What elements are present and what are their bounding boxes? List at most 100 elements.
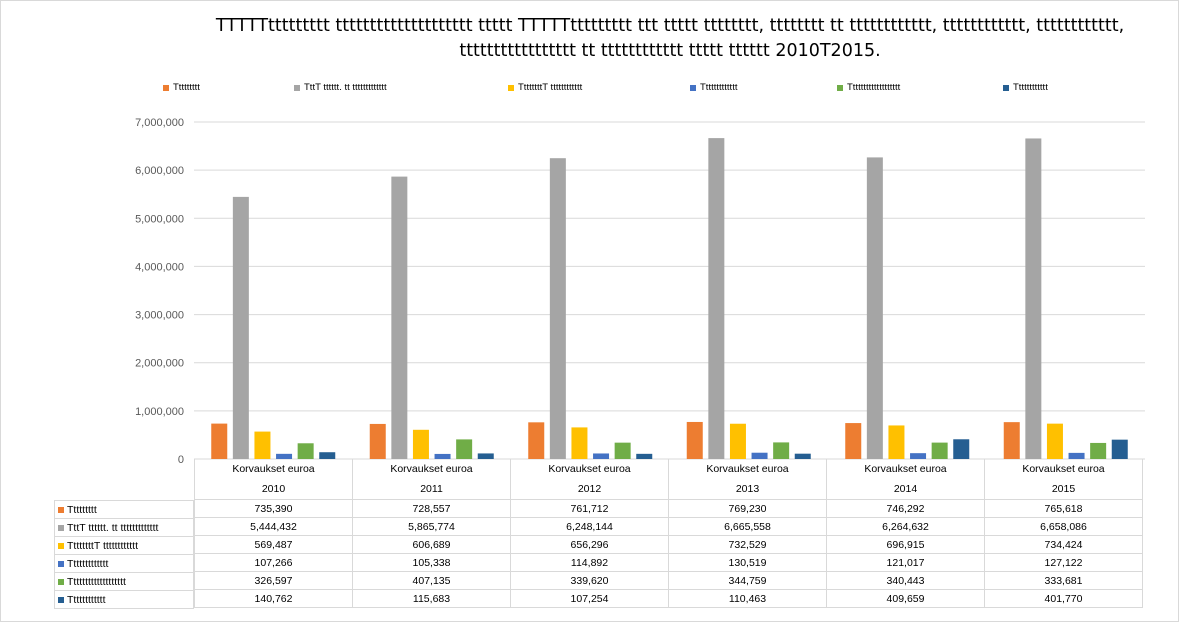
- bar: [708, 138, 725, 459]
- table-row: 107,266 105,338 114,892 130,519 121,017 127,1…: [194, 553, 1143, 572]
- bar: [254, 431, 271, 459]
- bar: [477, 453, 494, 459]
- table-cell: 769,230: [668, 499, 827, 518]
- table-cell: 326,597: [194, 571, 353, 590]
- table-cell: 407,135: [352, 571, 511, 590]
- table-year-header: 2013: [668, 478, 827, 500]
- bar: [931, 442, 948, 459]
- table-cell: 110,463: [668, 589, 827, 608]
- legend-swatch: [1003, 84, 1009, 91]
- table-cell: 107,254: [510, 589, 669, 608]
- bar: [549, 158, 566, 459]
- table-cell: 6,248,144: [510, 517, 669, 536]
- table-cell: 656,296: [510, 535, 669, 554]
- legend-item: Ttttttttttttttttttt: [837, 82, 900, 93]
- bar: [232, 196, 249, 460]
- bar: [1090, 442, 1107, 459]
- bar: [1003, 422, 1020, 459]
- bar: [369, 423, 386, 459]
- legend-label: Ttttttttttttttttttt: [847, 82, 901, 93]
- table-cell: 121,017: [826, 553, 985, 572]
- legend-item: Ttttttttttttt: [690, 82, 737, 93]
- bar: [794, 453, 811, 459]
- bar: [211, 423, 228, 459]
- legend-swatch: [690, 84, 696, 91]
- table-group-header: Korvaukset euroa: [352, 459, 511, 478]
- legend-swatch: [837, 84, 843, 91]
- legend-swatch: [58, 596, 64, 603]
- table-year-header: 2015: [984, 478, 1143, 500]
- y-tick-label: 2,000,000: [135, 358, 184, 370]
- table-group-header: Korvaukset euroa: [984, 459, 1143, 478]
- legend-item: TtttttttT tttttttttttt: [508, 82, 582, 93]
- table-cell: 340,443: [826, 571, 985, 590]
- table-cell: 127,122: [984, 553, 1143, 572]
- table-cell: 735,390: [194, 499, 353, 518]
- table-cell: 344,759: [668, 571, 827, 590]
- bar: [1068, 452, 1085, 459]
- table-row-label: Ttttttttt: [54, 500, 194, 519]
- table-group-header: Korvaukset euroa: [194, 459, 353, 478]
- data-table: Korvaukset euroa Korvaukset euroa Korvauks…: [194, 459, 1143, 608]
- bar: [412, 429, 429, 459]
- table-row-label: TtttttttT tttttttttttt: [54, 536, 194, 555]
- y-tick-label: 6,000,000: [135, 165, 184, 177]
- table-cell: 130,519: [668, 553, 827, 572]
- bar: [773, 442, 790, 459]
- bar: [1046, 423, 1063, 459]
- bar: [953, 439, 970, 459]
- table-cell: 732,529: [668, 535, 827, 554]
- bar: [276, 453, 293, 459]
- table-cell: 569,487: [194, 535, 353, 554]
- table-cell: 105,338: [352, 553, 511, 572]
- table-group-header: Korvaukset euroa: [510, 459, 669, 478]
- chart-legend: Ttttttttt TttT tttttt. tt ttttttttttttt Tt…: [0, 82, 1179, 96]
- legend-label: TtttttttT tttttttttttt: [518, 82, 583, 93]
- table-cell: 765,618: [984, 499, 1143, 518]
- table-cell: 6,658,086: [984, 517, 1143, 536]
- table-year-header: 2011: [352, 478, 511, 500]
- legend-swatch: [294, 84, 300, 91]
- table-row: 5,444,432 5,865,774 6,248,144 6,665,558 6,26…: [194, 517, 1143, 536]
- table-cell: 696,915: [826, 535, 985, 554]
- table-cell: 5,444,432: [194, 517, 353, 536]
- table-cell: 734,424: [984, 535, 1143, 554]
- series-name: TtttttttT tttttttttttt: [67, 539, 138, 552]
- legend-label: Tttttttttttt: [1013, 82, 1048, 93]
- table-cell: 115,683: [352, 589, 511, 608]
- table-row-label: Ttttttttttttt: [54, 554, 194, 573]
- series-name: Ttttttttt: [67, 503, 97, 516]
- table-row: 569,487 606,689 656,296 732,529 696,915 734,4…: [194, 535, 1143, 554]
- table-row-label: Ttttttttttttttttttt: [54, 572, 194, 591]
- table-group-header: Korvaukset euroa: [826, 459, 985, 478]
- table-group-header: Korvaukset euroa: [668, 459, 827, 478]
- y-tick-label: 7,000,000: [135, 117, 184, 129]
- table-cell: 761,712: [510, 499, 669, 518]
- table-cell: 409,659: [826, 589, 985, 608]
- table-cell: 107,266: [194, 553, 353, 572]
- bar: [593, 453, 610, 459]
- y-tick-label: 3,000,000: [135, 310, 184, 322]
- legend-swatch: [58, 506, 64, 513]
- legend-item: Tttttttttttt: [1003, 82, 1048, 93]
- bar: [686, 421, 703, 459]
- legend-item: TttT tttttt. tt ttttttttttttt: [294, 82, 387, 93]
- series-name: Ttttttttttttttttttt: [67, 575, 126, 588]
- table-year-header: 2010: [194, 478, 353, 500]
- bar: [1025, 138, 1042, 459]
- legend-label: Ttttttttttttt: [700, 82, 738, 93]
- legend-label: Ttttttttt: [173, 82, 200, 93]
- y-tick-label: 0: [178, 454, 184, 466]
- table-cell: 339,620: [510, 571, 669, 590]
- table-cell: 5,865,774: [352, 517, 511, 536]
- bar: [319, 452, 336, 459]
- table-cell: 6,264,632: [826, 517, 985, 536]
- bar: [845, 423, 862, 459]
- series-name: Ttttttttttttt: [67, 557, 109, 570]
- bar: [636, 453, 653, 459]
- legend-item: Ttttttttt: [163, 82, 200, 93]
- bar: [297, 443, 314, 459]
- bar: [571, 427, 588, 459]
- bar: [910, 453, 927, 459]
- bar: [751, 452, 768, 459]
